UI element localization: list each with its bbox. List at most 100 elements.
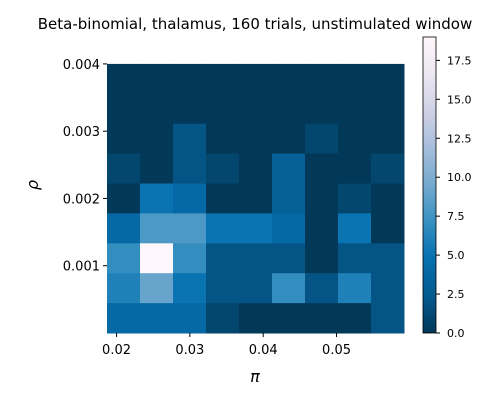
colorbar-tick-label: 2.5 (447, 288, 465, 301)
heatmap-cell (305, 154, 339, 184)
heatmap-cell (239, 124, 273, 154)
heatmap-cell (140, 64, 174, 94)
x-tick-label: 0.02 (102, 343, 131, 358)
heatmap-cell (272, 243, 306, 273)
heatmap-cell (305, 273, 339, 303)
heatmap-cell (338, 184, 372, 214)
heatmap-cell (305, 213, 339, 243)
heatmap-cell (173, 154, 207, 184)
heatmap-cell (305, 124, 339, 154)
heatmap-cell (305, 64, 339, 94)
colorbar-ticks: 0.0 2.5 5.0 7.5 10.0 12.5 15.0 17.5 (436, 54, 472, 340)
heatmap-cell (371, 243, 405, 273)
heatmap-cell (140, 94, 174, 124)
heatmap-cell (338, 94, 372, 124)
heatmap-cell (239, 303, 273, 333)
heatmap-cell (272, 64, 306, 94)
heatmap-cell (338, 154, 372, 184)
heatmap-cell (272, 184, 306, 214)
heatmap-cell (338, 273, 372, 303)
heatmap-cell (173, 213, 207, 243)
heatmap-cell (107, 124, 141, 154)
heatmap-cell (371, 124, 405, 154)
heatmap-cell (173, 64, 207, 94)
heatmap-cell (206, 64, 240, 94)
heatmap-cell (239, 154, 273, 184)
colorbar-tick-label: 5.0 (447, 249, 465, 262)
colorbar-tick-label: 15.0 (447, 93, 472, 106)
heatmap-cell (305, 94, 339, 124)
x-tick-label: 0.04 (249, 343, 278, 358)
y-tick-label: 0.004 (63, 58, 100, 73)
heatmap-cell (173, 303, 207, 333)
heatmap-cell (371, 64, 405, 94)
y-tick-label: 0.001 (63, 260, 100, 275)
heatmap-cell (107, 154, 141, 184)
heatmap-cell (173, 184, 207, 214)
heatmap-cell (338, 64, 372, 94)
x-tick-label: 0.05 (322, 343, 351, 358)
colorbar-tick-label: 12.5 (447, 132, 472, 145)
y-axis-label: ρ (23, 180, 42, 190)
heatmap-cell (338, 303, 372, 333)
heatmap-cell (371, 94, 405, 124)
heatmap-cell (371, 213, 405, 243)
heatmap-cell (140, 273, 174, 303)
heatmap-cell (173, 124, 207, 154)
heatmap-cell (206, 303, 240, 333)
x-axis-ticks: 0.02 0.03 0.04 0.05 (102, 333, 351, 358)
heatmap-cell (239, 94, 273, 124)
heatmap-cell (107, 273, 141, 303)
heatmap-cell (206, 273, 240, 303)
heatmap-cell (206, 94, 240, 124)
heatmap-cell (107, 243, 141, 273)
heatmap-cell (140, 213, 174, 243)
heatmap-cell (272, 124, 306, 154)
heatmap-cell (107, 303, 141, 333)
colorbar-tick-label: 10.0 (447, 171, 472, 184)
heatmap-cell (140, 303, 174, 333)
heatmap-cell (140, 124, 174, 154)
y-tick-label: 0.002 (63, 192, 100, 207)
heatmap-cell (206, 213, 240, 243)
heatmap-cell (272, 273, 306, 303)
heatmap-cell (140, 184, 174, 214)
heatmap-cell (107, 184, 141, 214)
heatmap-cells (107, 64, 405, 334)
heatmap-cell (338, 243, 372, 273)
heatmap-cell (272, 303, 306, 333)
colorbar (423, 37, 436, 333)
x-tick-label: 0.03 (175, 343, 204, 358)
chart-title: Beta-binomial, thalamus, 160 trials, uns… (38, 15, 472, 33)
heatmap-cell (272, 154, 306, 184)
heatmap-cell (173, 273, 207, 303)
heatmap-cell (338, 124, 372, 154)
heatmap-cell (272, 213, 306, 243)
heatmap-cell (371, 273, 405, 303)
heatmap-cell (206, 124, 240, 154)
heatmap-cell (239, 184, 273, 214)
heatmap-cell (107, 94, 141, 124)
heatmap-cell (272, 94, 306, 124)
heatmap-cell (107, 64, 141, 94)
heatmap-cell (371, 184, 405, 214)
colorbar-tick-label: 7.5 (447, 210, 465, 223)
heatmap-cell (206, 184, 240, 214)
heatmap-cell (107, 213, 141, 243)
colorbar-tick-label: 0.0 (447, 327, 465, 340)
heatmap-cell (305, 243, 339, 273)
y-tick-label: 0.003 (63, 125, 100, 140)
heatmap-cell (338, 213, 372, 243)
y-axis-ticks: 0.001 0.002 0.003 0.004 (63, 58, 107, 275)
heatmap-cell (305, 184, 339, 214)
heatmap-cell (305, 303, 339, 333)
heatmap-cell (239, 213, 273, 243)
heatmap-cell (371, 154, 405, 184)
x-axis-label: π (250, 367, 260, 386)
heatmap-cell (173, 94, 207, 124)
heatmap-cell (173, 243, 207, 273)
heatmap-cell (206, 243, 240, 273)
heatmap-cell (239, 273, 273, 303)
heatmap-cell (371, 303, 405, 333)
